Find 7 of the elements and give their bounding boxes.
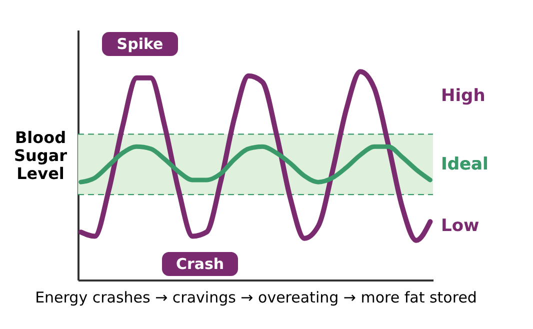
text: Low: [441, 216, 480, 236]
y-axis-title: Blood Sugar Level: [14, 128, 68, 183]
text: High: [441, 86, 486, 106]
text: Spike: [116, 35, 164, 53]
x-axis-title: Energy crashes → cravings → overeating → more fat stored: [35, 288, 477, 306]
annotation: Crash: [176, 255, 224, 273]
band-label: Ideal: [441, 154, 488, 174]
